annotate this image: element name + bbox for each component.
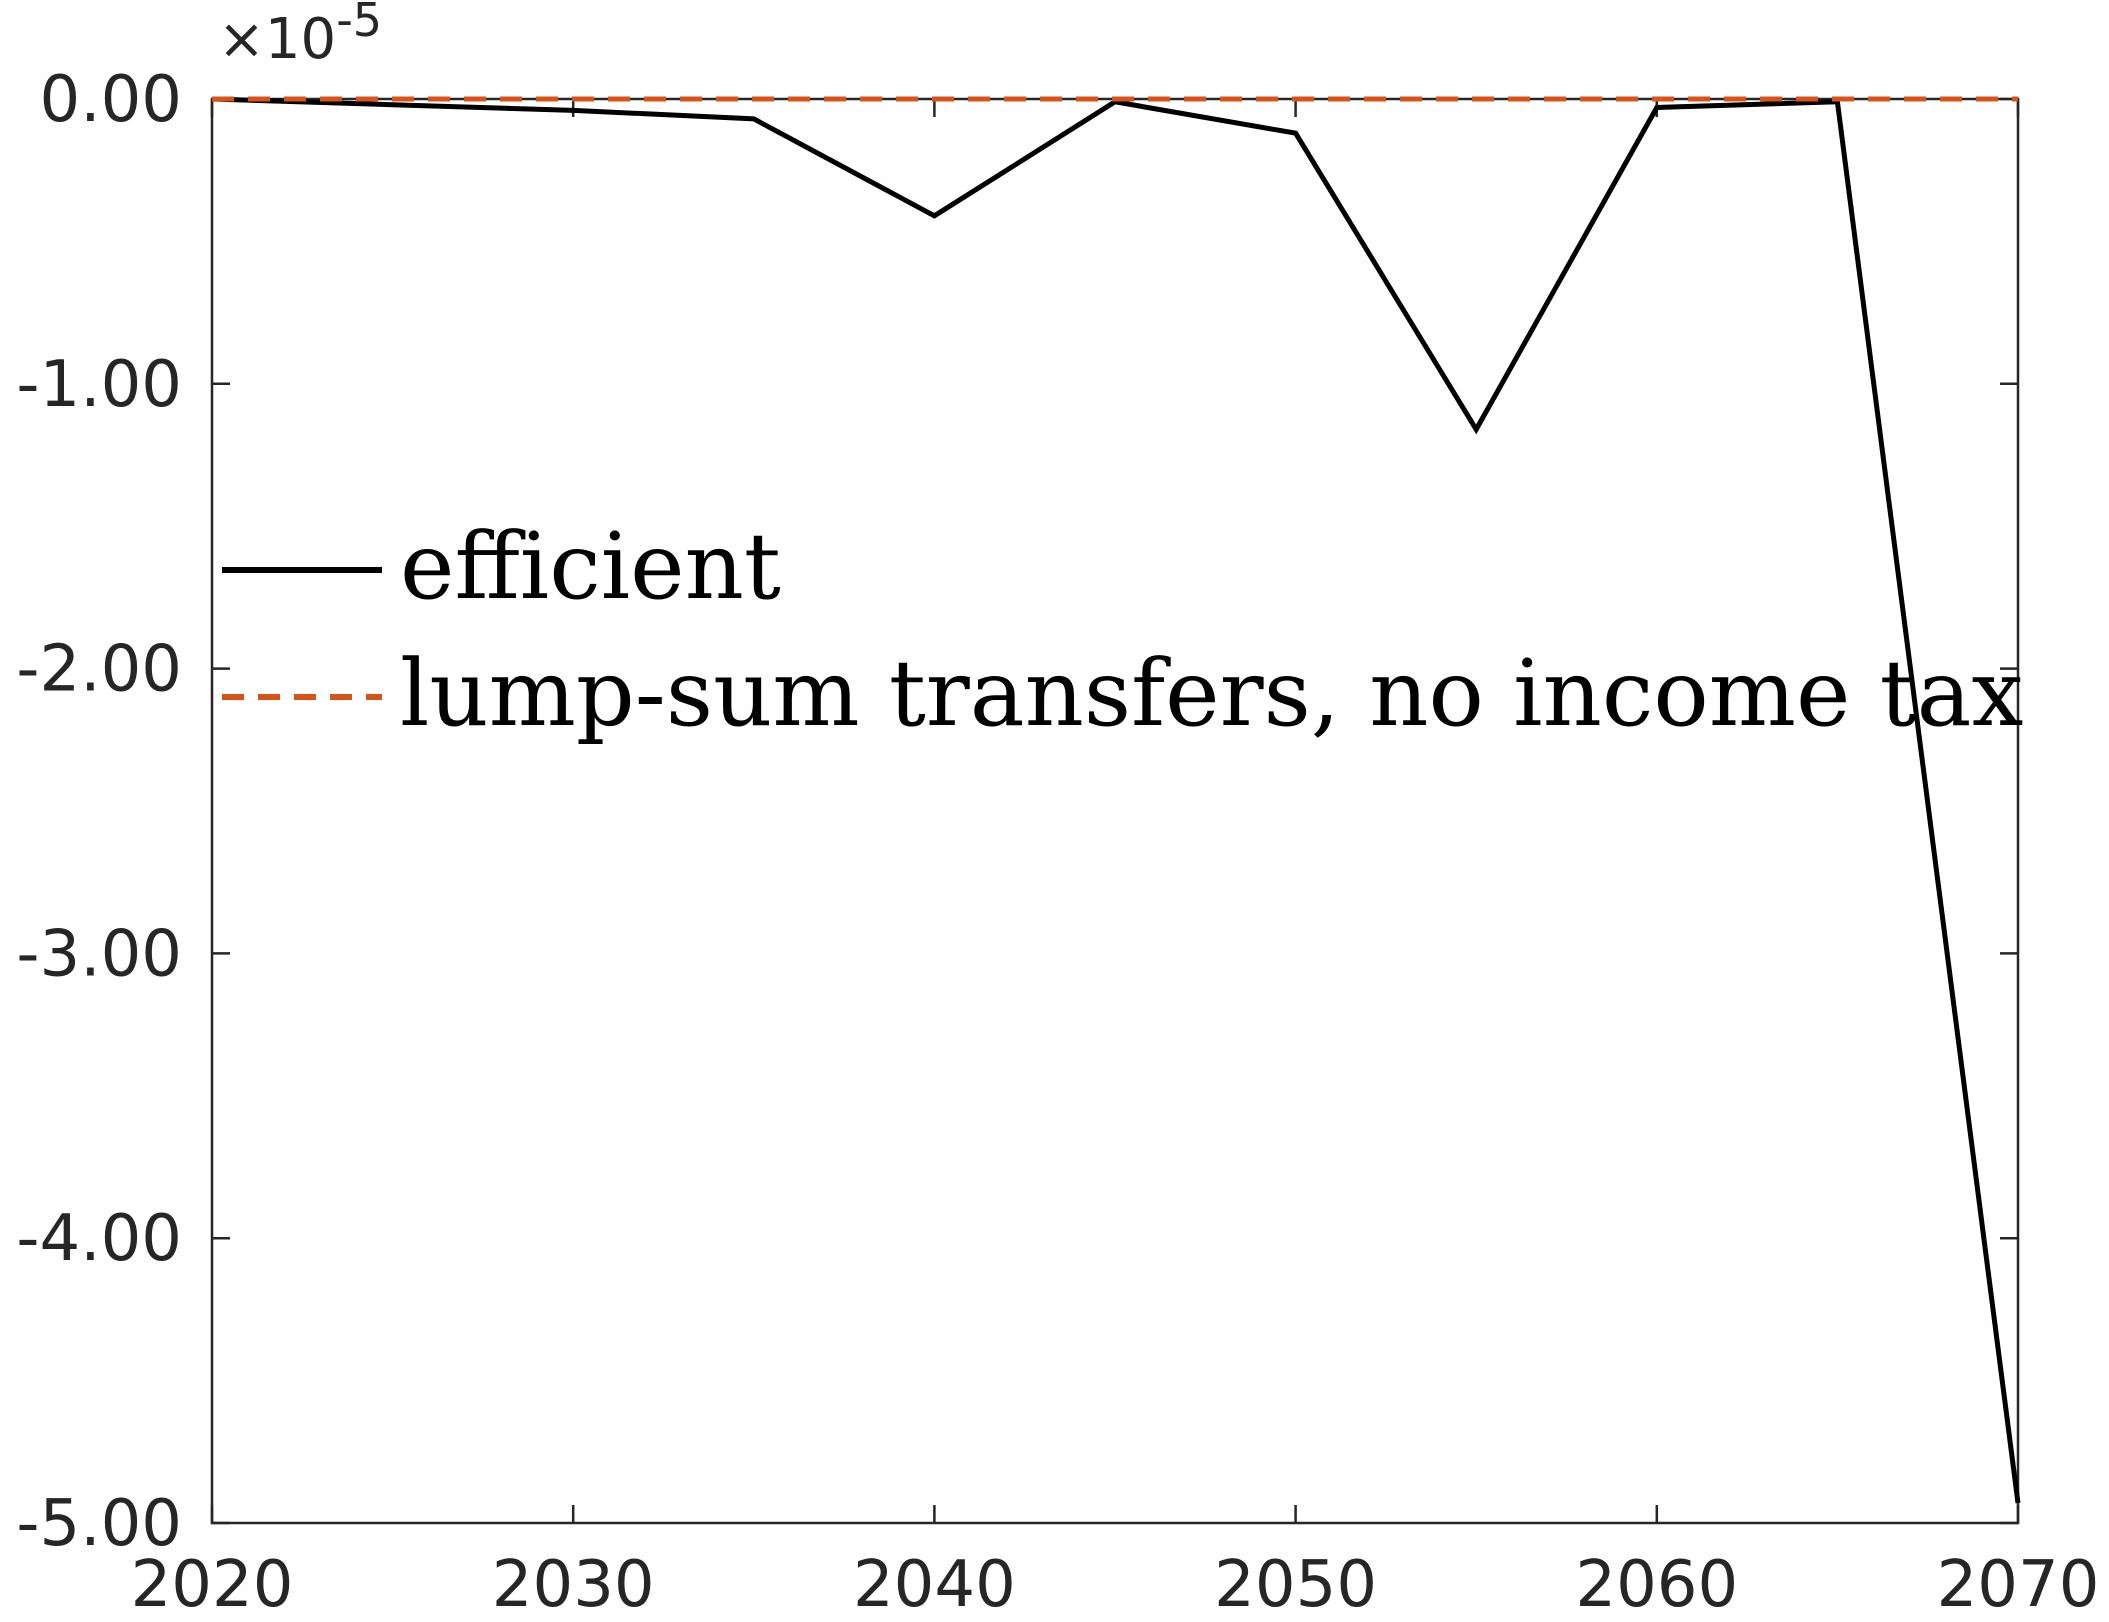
axes xyxy=(210,97,2020,1525)
y-tick-label: 0.00 xyxy=(40,63,183,137)
y-tick-label: -5.00 xyxy=(16,1487,182,1561)
y-tick-label: -3.00 xyxy=(16,917,182,991)
series-line-efficient xyxy=(211,96,2021,1504)
legend-label-lump-sum: lump-sum transfers, no income tax xyxy=(400,640,2023,747)
x-tick-label: 2060 xyxy=(1575,1548,1738,1622)
series-lines xyxy=(211,96,2021,1504)
y-tick-label: -4.00 xyxy=(16,1202,182,1276)
y-tick-label: -2.00 xyxy=(16,633,182,707)
x-tick-label: 2050 xyxy=(1214,1548,1377,1622)
y-tick-labels: 0.00 -1.00 -2.00 -3.00 -4.00 -5.00 xyxy=(16,63,182,1561)
x-tick-label: 2020 xyxy=(131,1548,294,1622)
plot-frame xyxy=(210,97,2020,1525)
y-tick-label: -1.00 xyxy=(16,348,182,422)
x-tick-labels: 2020 2030 2040 2050 2060 2070 xyxy=(131,1548,2100,1622)
y-exponent-label: ×10-5 xyxy=(218,0,382,72)
x-tick-label: 2040 xyxy=(853,1548,1016,1622)
y-exponent-base: ×10 xyxy=(218,7,336,72)
x-tick-label: 2030 xyxy=(492,1548,655,1622)
x-tick-label: 2070 xyxy=(1937,1548,2100,1622)
legend-label-efficient: efficient xyxy=(400,513,781,620)
legend: efficient lump-sum transfers, no income … xyxy=(222,513,2023,747)
y-exponent-power: -5 xyxy=(336,0,382,47)
